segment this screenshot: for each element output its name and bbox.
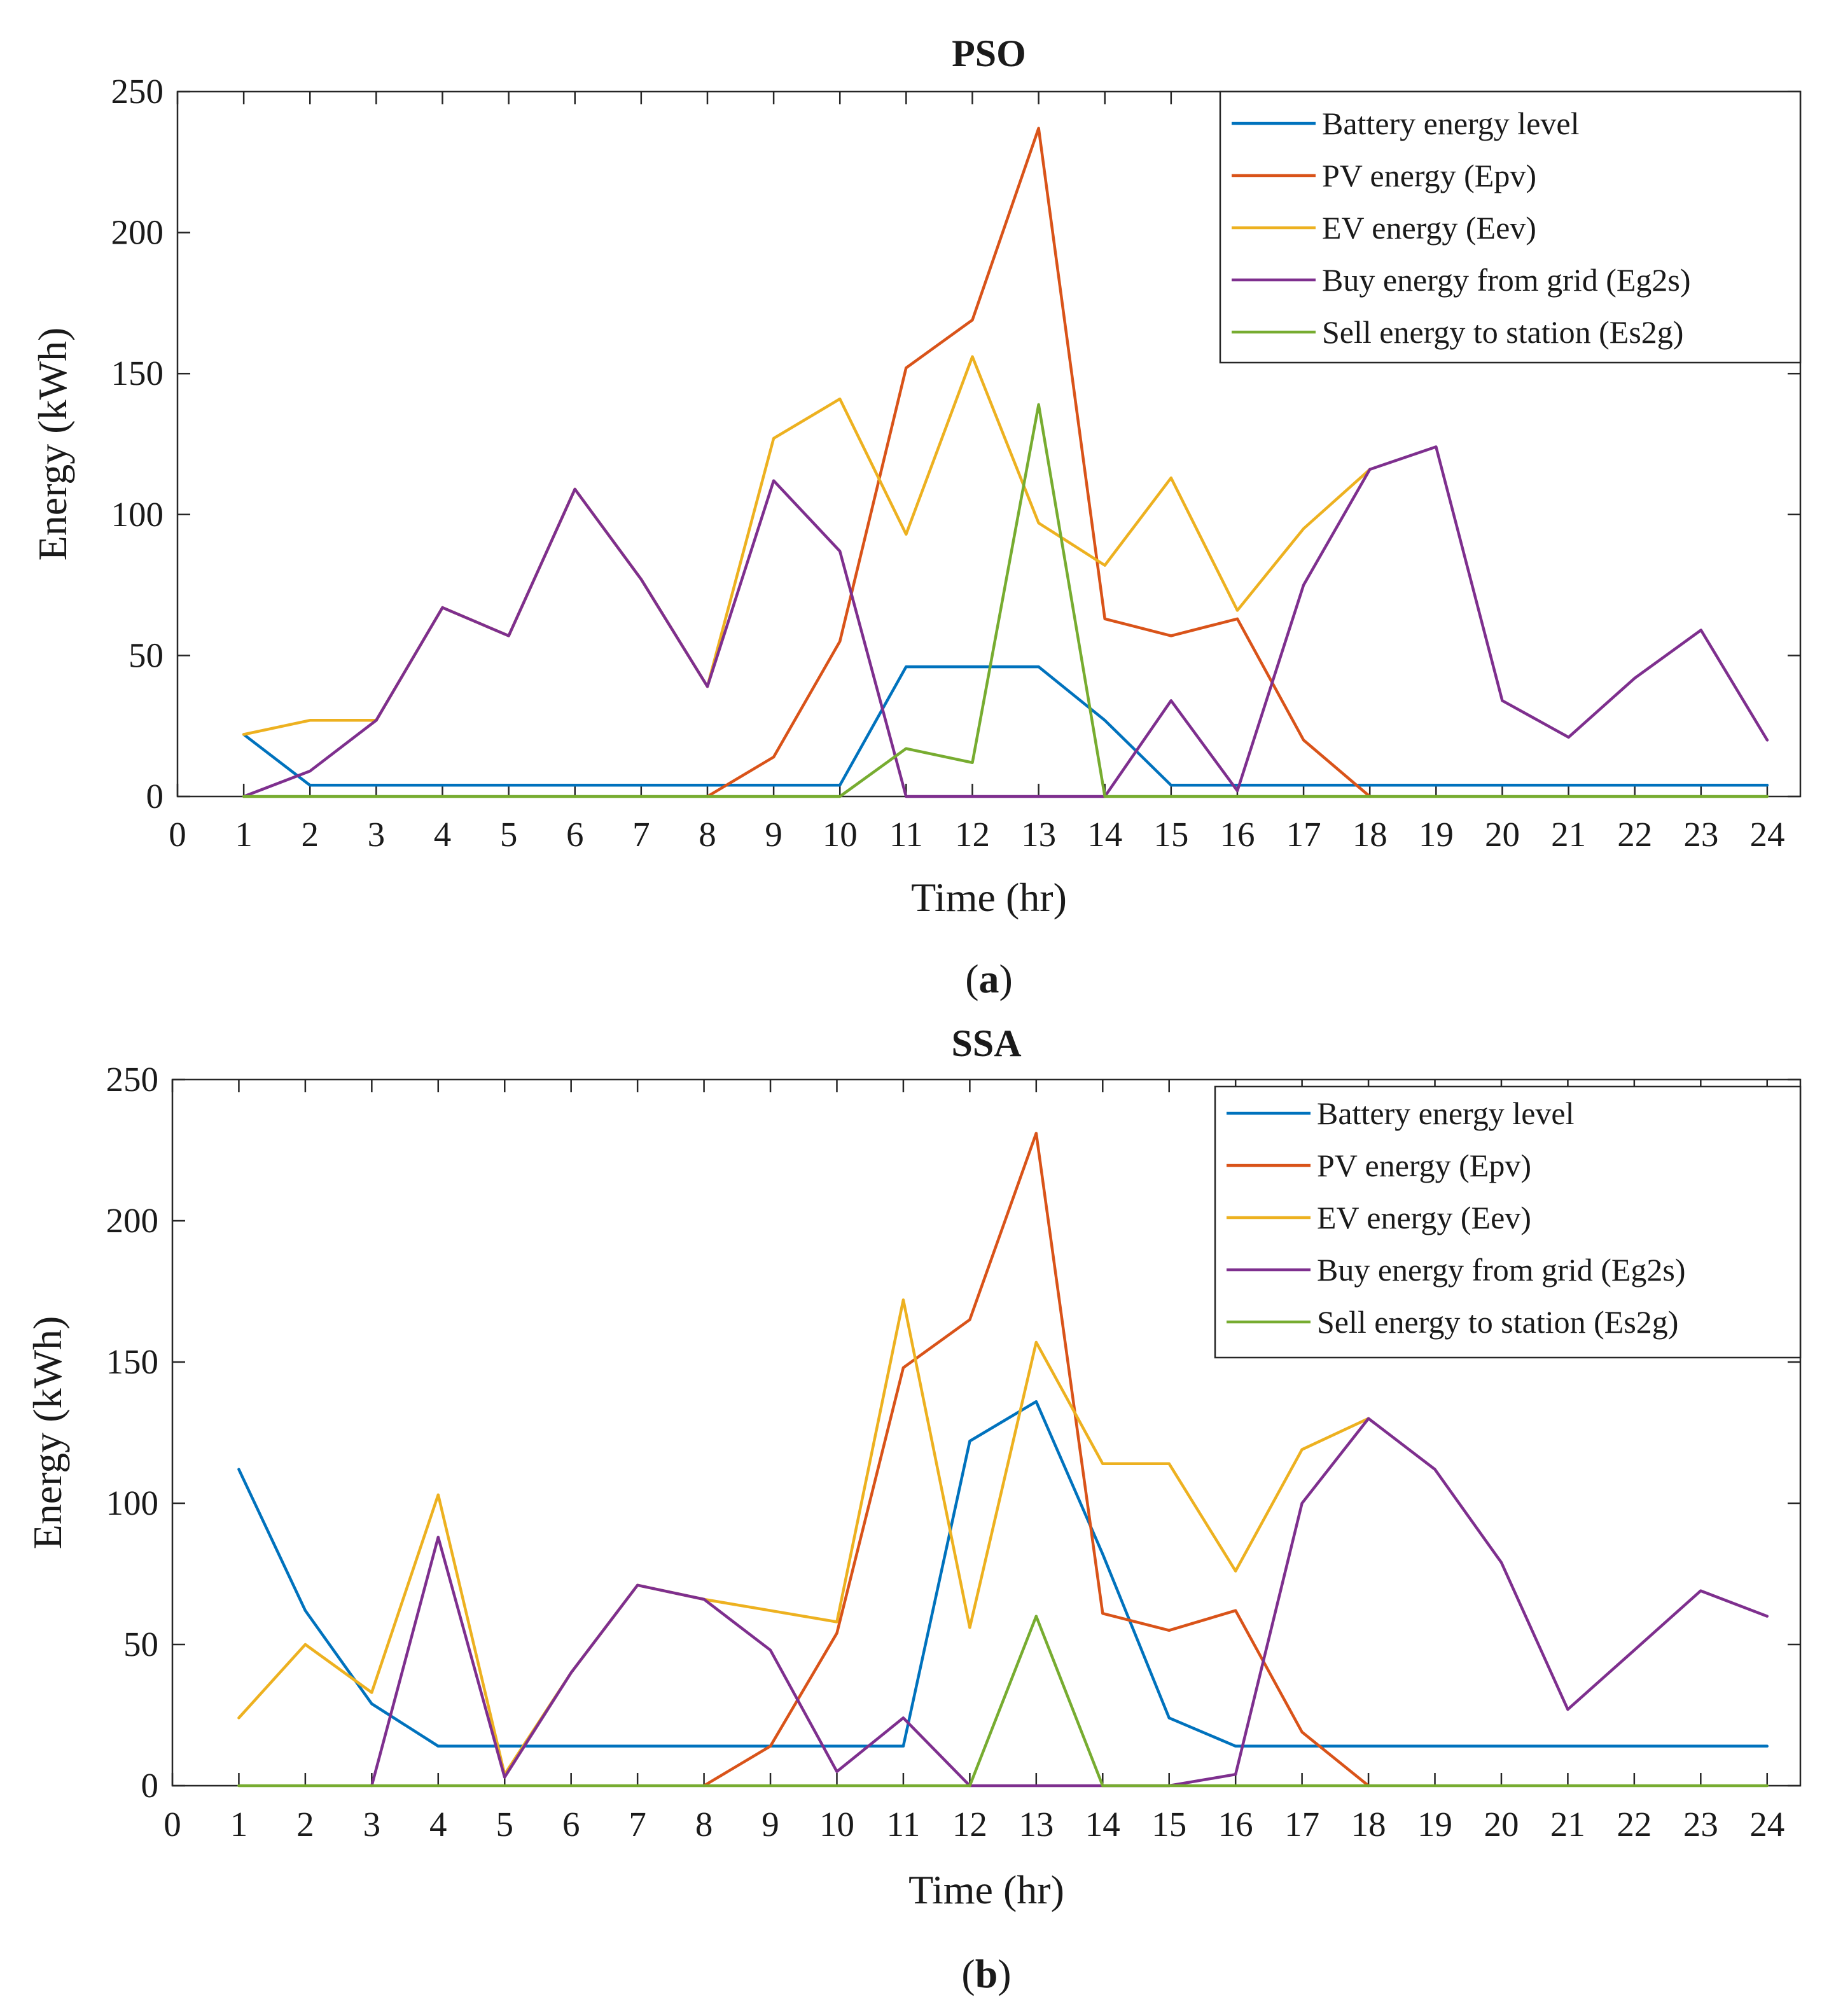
panel-caption: (a) <box>965 956 1013 1001</box>
series-line-buy-energy-from-grid-eg2s <box>370 1417 1769 1788</box>
x-tick-label: 16 <box>1218 1805 1253 1844</box>
y-tick-label: 150 <box>106 1342 159 1381</box>
x-tick-label: 12 <box>955 815 990 854</box>
y-tick-label: 100 <box>111 495 164 534</box>
x-tick-label: 9 <box>762 1805 779 1844</box>
x-tick-label: 0 <box>169 815 186 854</box>
legend-label: Battery energy level <box>1317 1095 1574 1131</box>
legend-box <box>1219 90 1802 364</box>
series-line-battery-energy-level <box>242 665 1769 787</box>
series-line-ev-energy-eev <box>237 1298 1370 1776</box>
series-line-sell-energy-to-station-es2g <box>237 1615 1769 1788</box>
x-axis-label: Time (hr) <box>908 1867 1064 1912</box>
x-tick-label: 7 <box>629 1805 646 1844</box>
x-tick-label: 10 <box>823 815 858 854</box>
legend-label: PV energy (Epv) <box>1322 158 1536 193</box>
series-line-pv-energy-epv <box>702 1132 1370 1788</box>
y-tick-label: 250 <box>106 1060 159 1099</box>
x-tick-label: 9 <box>765 815 782 854</box>
x-tick-label: 1 <box>230 1805 248 1844</box>
x-tick-label: 22 <box>1617 815 1652 854</box>
x-tick-label: 18 <box>1353 815 1387 854</box>
x-tick-label: 1 <box>235 815 253 854</box>
x-tick-label: 11 <box>886 1805 920 1844</box>
legend-label: PV energy (Epv) <box>1317 1148 1531 1183</box>
x-tick-label: 2 <box>296 1805 314 1844</box>
legend-label: EV energy (Eev) <box>1322 210 1536 246</box>
y-tick-label: 250 <box>111 72 164 111</box>
legend: Battery energy level PV energy (Epv) EV en… <box>1219 90 1802 364</box>
series-line-sell-energy-to-station-es2g <box>242 403 1769 798</box>
x-tick-label: 4 <box>434 815 452 854</box>
x-tick-label: 21 <box>1550 1805 1585 1844</box>
legend-label: Buy energy from grid (Eg2s) <box>1317 1252 1686 1288</box>
x-tick-label: 6 <box>562 1805 580 1844</box>
x-axis-label: Time (hr) <box>911 875 1067 920</box>
x-tick-label: 5 <box>496 1805 513 1844</box>
x-tick-label: 20 <box>1484 1805 1519 1844</box>
x-tick-label: 24 <box>1749 815 1784 854</box>
x-tick-label: 14 <box>1085 1805 1120 1844</box>
y-tick-label: 50 <box>123 1625 158 1664</box>
x-tick-label: 7 <box>632 815 650 854</box>
x-tick-label: 5 <box>500 815 518 854</box>
x-tick-label: 17 <box>1286 815 1321 854</box>
panel-caption-letter: b <box>975 1951 998 1996</box>
chart-title: SSA <box>951 1022 1021 1064</box>
panel-caption: (b) <box>961 1951 1011 1996</box>
y-tick-label: 0 <box>141 1766 159 1805</box>
x-tick-label: 15 <box>1153 815 1188 854</box>
x-tick-label: 22 <box>1617 1805 1652 1844</box>
x-tick-label: 6 <box>566 815 584 854</box>
y-tick-label: 150 <box>111 354 164 393</box>
legend-label: Sell energy to station (Es2g) <box>1317 1304 1678 1340</box>
legend-label: Buy energy from grid (Eg2s) <box>1322 262 1691 298</box>
series-line-ev-energy-eev <box>242 355 1372 736</box>
y-tick-label: 100 <box>106 1484 159 1522</box>
series-line-battery-energy-level <box>237 1400 1769 1748</box>
x-tick-label: 11 <box>889 815 923 854</box>
x-tick-label: 19 <box>1417 1805 1452 1844</box>
x-tick-label: 3 <box>368 815 386 854</box>
y-axis-label: Energy (kWh) <box>25 1316 70 1550</box>
x-tick-label: 14 <box>1087 815 1122 854</box>
legend-label: EV energy (Eev) <box>1317 1200 1531 1235</box>
x-tick-label: 21 <box>1551 815 1586 854</box>
x-tick-label: 0 <box>163 1805 181 1844</box>
x-tick-label: 13 <box>1019 1805 1054 1844</box>
legend: Battery energy level PV energy (Epv) EV en… <box>1214 1085 1802 1359</box>
x-tick-label: 10 <box>819 1805 854 1844</box>
x-tick-label: 20 <box>1485 815 1520 854</box>
series-line-buy-energy-from-grid-eg2s <box>242 445 1769 798</box>
x-tick-label: 17 <box>1284 1805 1319 1844</box>
y-axis-label: Energy (kWh) <box>30 328 75 561</box>
x-tick-label: 24 <box>1749 1805 1784 1844</box>
legend-label: Sell energy to station (Es2g) <box>1322 314 1683 350</box>
x-tick-label: 18 <box>1351 1805 1386 1844</box>
y-tick-label: 50 <box>129 636 163 674</box>
x-tick-label: 2 <box>301 815 319 854</box>
x-tick-label: 19 <box>1419 815 1454 854</box>
legend-box <box>1214 1085 1802 1359</box>
x-tick-label: 4 <box>429 1805 447 1844</box>
x-tick-label: 23 <box>1683 815 1718 854</box>
panel-caption-letter: a <box>979 956 999 1001</box>
x-tick-label: 13 <box>1021 815 1056 854</box>
x-tick-label: 8 <box>695 1805 713 1844</box>
x-tick-label: 23 <box>1683 1805 1718 1844</box>
x-tick-label: 8 <box>699 815 716 854</box>
x-tick-label: 16 <box>1220 815 1255 854</box>
y-tick-label: 200 <box>111 213 164 252</box>
y-tick-label: 200 <box>106 1201 159 1240</box>
x-tick-label: 3 <box>363 1805 381 1844</box>
y-tick-label: 0 <box>146 777 164 816</box>
legend-label: Battery energy level <box>1322 106 1579 141</box>
x-tick-label: 15 <box>1151 1805 1186 1844</box>
series-line-pv-energy-epv <box>706 127 1372 798</box>
chart-title: PSO <box>952 32 1026 74</box>
x-tick-label: 12 <box>952 1805 987 1844</box>
